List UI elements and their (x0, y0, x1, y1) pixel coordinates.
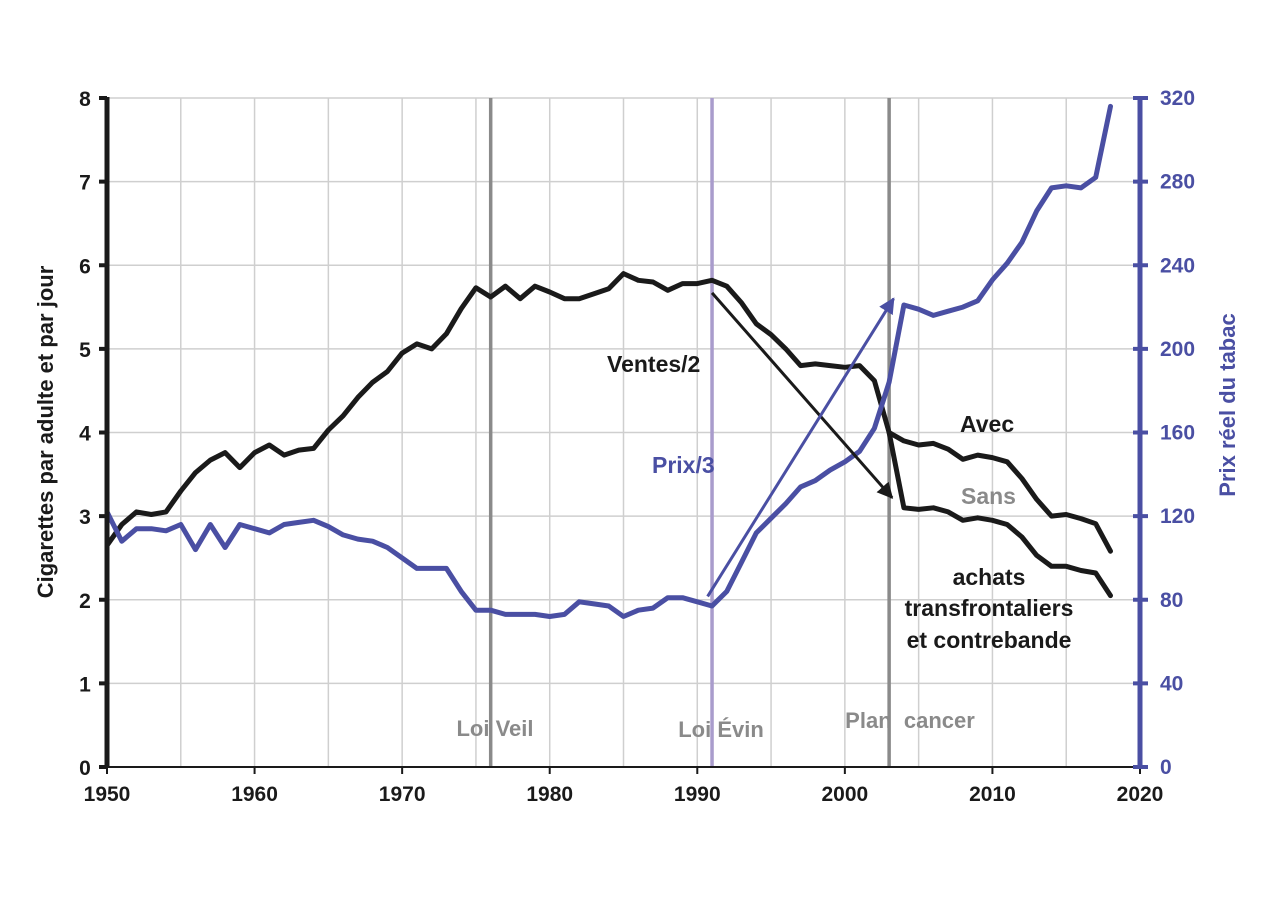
y-tick-label-right: 240 (1160, 254, 1195, 277)
x-tick-label: 2000 (821, 783, 868, 806)
event-label-loi-veil: Loi Veil (456, 716, 533, 741)
x-tick-label: 2020 (1117, 783, 1164, 806)
y-tick-label-left: 5 (79, 339, 91, 362)
y-tick-label-right: 160 (1160, 422, 1195, 445)
y-tick-label-left: 2 (79, 590, 91, 613)
event-label-loi-evin: Loi Évin (678, 717, 764, 742)
event-labels: Loi Veil Loi Évin Plan cancer (456, 708, 975, 742)
y-tick-label-right: 280 (1160, 171, 1195, 194)
sans-label: Sans (961, 483, 1016, 509)
trend-arrows (706, 291, 895, 598)
axes: 1950 1960 1970 1980 1990 2000 2010 202001234567… (79, 87, 1195, 806)
y-tick-label-right: 120 (1160, 505, 1195, 528)
x-tick-label: 2010 (969, 783, 1016, 806)
avec-label: Avec (960, 411, 1014, 437)
y-tick-label-right: 0 (1160, 756, 1172, 779)
y-tick-label-right: 200 (1160, 338, 1195, 361)
x-tick-label: 1990 (674, 783, 721, 806)
note-line-1: achats (953, 564, 1026, 590)
x-tick-label: 1970 (379, 783, 426, 806)
series-line-1 (886, 430, 1113, 599)
x-tick-label: 1980 (526, 783, 573, 806)
event-label-plan-cancer: Plan cancer (845, 708, 975, 733)
y-tick-label-left: 6 (79, 255, 91, 278)
y-tick-label-left: 3 (79, 506, 91, 529)
prix-label: Prix/3 (652, 452, 715, 478)
ventes-label: Ventes/2 (607, 351, 700, 377)
grid (107, 97, 1140, 767)
y-tick-label-left: 4 (79, 423, 91, 446)
arrow-prix-trend (706, 297, 895, 598)
y-tick-label-right: 320 (1160, 87, 1195, 110)
y-axis-left-title: Cigarettes par adulte et par jour (33, 265, 58, 598)
y-tick-label-left: 0 (79, 757, 91, 780)
y-tick-label-right: 40 (1160, 672, 1183, 695)
note-line-3: et contrebande (907, 627, 1072, 653)
y-axis-right-title: Prix réel du tabac (1215, 313, 1240, 496)
x-tick-label: 1960 (231, 783, 278, 806)
y-tick-label-left: 1 (79, 673, 91, 696)
arrow-ventes-trend (710, 291, 894, 499)
note-line-2: transfrontaliers (905, 595, 1074, 621)
y-tick-label-left: 8 (79, 88, 91, 111)
y-tick-label-right: 80 (1160, 589, 1183, 612)
series (104, 103, 1113, 619)
x-tick-label: 1950 (84, 783, 131, 806)
y-tick-label-left: 7 (79, 172, 91, 195)
